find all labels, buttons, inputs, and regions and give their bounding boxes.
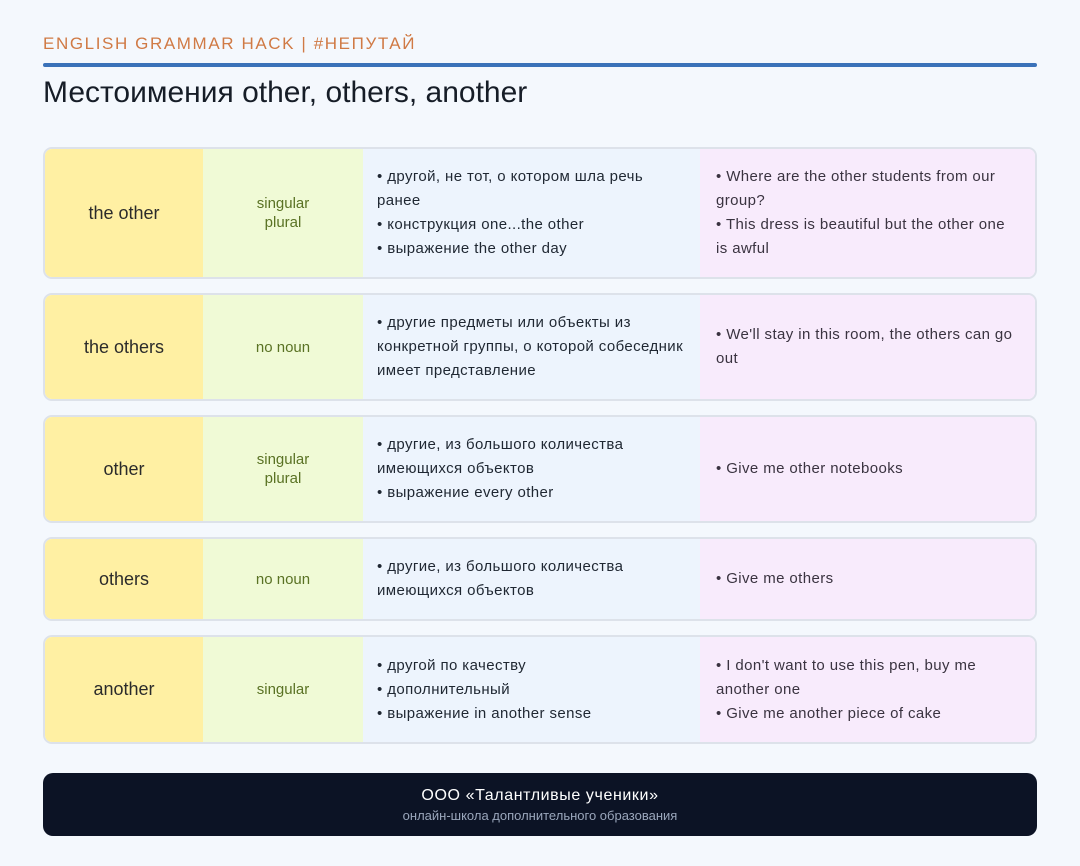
grammar-label: no noun [255,338,311,356]
example-item: • Give me other notebooks [716,460,904,477]
example-item: • This dress is beautiful but the other … [716,216,1006,257]
term-cell: others [45,539,203,619]
example-item: • Where are the other students from our … [716,168,996,209]
footer-subtitle: онлайн-школа дополнительного образования [402,807,678,823]
table-row: another singular • другой по качеству • … [43,635,1037,744]
pronoun-table: the other singular plural • другой, не т… [43,147,1037,758]
example-cell: • Give me others [700,539,1035,619]
footer-banner: ООО «Талантливые ученики» онлайн-школа д… [43,773,1037,836]
table-row: others no noun • другие, из большого кол… [43,537,1037,621]
header-kicker: ENGLISH GRAMMAR HACK | #НЕПУТАЙ [43,34,417,53]
footer-org-name: ООО «Талантливые ученики» [421,786,659,804]
example-item: • We'll stay in this room, the others ca… [716,326,1013,367]
meaning-item: • дополнительный [377,680,511,698]
meaning-item: • другие, из большого количества имеющих… [377,436,624,477]
meaning-cell: • другой по качеству • дополнительный • … [363,637,700,742]
meaning-cell: • другие, из большого количества имеющих… [363,539,700,619]
header-divider [43,63,1037,67]
example-cell: • We'll stay in this room, the others ca… [700,295,1035,399]
grammar-cell: singular [203,637,363,742]
example-item: • Give me another piece of cake [716,704,942,722]
grammar-label: plural [264,470,302,487]
table-row: the others no noun • другие предметы или… [43,293,1037,401]
term-cell: another [45,637,203,742]
grammar-label: singular [256,195,310,212]
term-cell: the others [45,295,203,399]
grammar-label: plural [264,214,302,231]
grammar-cell: singular plural [203,149,363,277]
meaning-item: • другой по качеству [377,656,527,674]
grammar-cell: no noun [203,295,363,399]
meaning-item: • другие предметы или объекты из конкрет… [377,314,684,379]
meaning-cell: • другой, не тот, о котором шла речь ран… [363,149,700,277]
example-cell: • I don't want to use this pen, buy me a… [700,637,1035,742]
meaning-item: • конструкция one...the other [377,216,584,233]
table-row: the other singular plural • другой, не т… [43,147,1037,279]
grammar-label: singular [256,681,310,698]
example-cell: • Where are the other students from our … [700,149,1035,277]
term-cell: the other [45,149,203,277]
example-cell: • Give me other notebooks [700,417,1035,521]
meaning-item: • выражение in another sense [377,704,592,722]
meaning-cell: • другие, из большого количества имеющих… [363,417,700,521]
grammar-cell: no noun [203,539,363,619]
meaning-item: • выражение the other day [377,240,567,257]
meaning-cell: • другие предметы или объекты из конкрет… [363,295,700,399]
grammar-cell: singular plural [203,417,363,521]
grammar-label: no noun [255,570,311,588]
example-item: • I don't want to use this pen, buy me a… [716,656,977,698]
meaning-item: • другие, из большого количества имеющих… [377,558,624,599]
table-row: other singular plural • другие, из больш… [43,415,1037,523]
page-title: Местоимения other, others, another [43,76,528,109]
grammar-label: singular [256,451,310,468]
term-cell: other [45,417,203,521]
meaning-item: • выражение every other [377,484,554,501]
meaning-item: • другой, не тот, о котором шла речь ран… [377,168,644,209]
example-item: • Give me others [716,570,834,587]
